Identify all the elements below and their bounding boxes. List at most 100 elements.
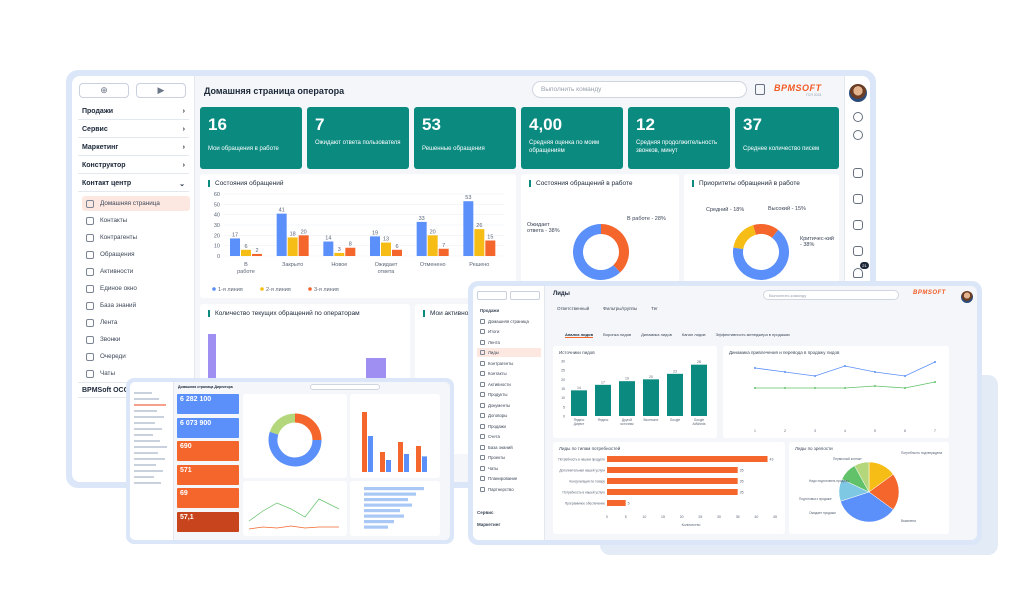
director-sidebar-item[interactable]: [134, 458, 165, 460]
director-kpi-tile[interactable]: 690: [177, 441, 239, 461]
sidebar-item-home[interactable]: Домашняя страница: [82, 196, 190, 211]
director-kpi-tile[interactable]: 571: [177, 464, 239, 485]
leads-group-marketing[interactable]: Маркетинг: [477, 522, 501, 527]
play-button[interactable]: ▶: [136, 83, 186, 98]
window-icon: [86, 284, 94, 293]
bell-icon[interactable]: [853, 268, 863, 278]
queue-icon: [86, 352, 94, 361]
leads-sidebar-item[interactable]: Чаты: [477, 464, 541, 473]
leads-play-button[interactable]: [510, 291, 540, 300]
layers-icon[interactable]: [853, 194, 863, 204]
tab-manager-efficiency[interactable]: Эффективность менеджера в продажах: [715, 332, 791, 337]
leads-sidebar-item[interactable]: Домашняя страница: [477, 317, 541, 326]
leads-sidebar-item[interactable]: Лента: [477, 338, 541, 347]
kpi-avg-rating[interactable]: 4,00 Средняя оценка по моим обращениям: [521, 107, 623, 169]
leads-sidebar-item[interactable]: Продажи: [477, 306, 541, 315]
kpi-my-cases[interactable]: 16 Мои обращения в работе: [200, 107, 302, 169]
kpi-waiting[interactable]: 7 Ожидают ответа пользователя: [307, 107, 409, 169]
sidebar-item-activities[interactable]: Активности: [82, 264, 190, 279]
director-sidebar-item[interactable]: [134, 434, 153, 436]
tab-lead-channel[interactable]: Канал лидов: [681, 332, 706, 337]
bar: [252, 253, 262, 256]
tab-lead-dynamics[interactable]: Динамика лидов: [641, 332, 672, 337]
director-sidebar-item[interactable]: [134, 482, 161, 484]
sidebar-group-marketing[interactable]: Маркетинг ›: [78, 140, 189, 156]
leads-add-button[interactable]: [477, 291, 507, 300]
kpi-avg-emails[interactable]: 37 Среднее количество писем: [735, 107, 839, 169]
director-kpi-tile[interactable]: 6 073 900: [177, 417, 239, 438]
director-command-input[interactable]: [310, 384, 380, 390]
menu-item-icon: [480, 423, 485, 429]
sidebar-item-feed[interactable]: Лента: [82, 315, 190, 330]
director-kpi-tile[interactable]: 6 282 100: [177, 394, 239, 414]
x-tick-label: 40: [754, 515, 758, 519]
sidebar-group-service[interactable]: Сервис ›: [78, 122, 189, 138]
help-icon[interactable]: [853, 130, 863, 140]
message-icon[interactable]: [853, 246, 863, 256]
sidebar-item-chats[interactable]: Чаты: [82, 366, 190, 381]
sidebar-item-queues[interactable]: Очереди: [82, 349, 190, 364]
director-sidebar-item[interactable]: [134, 392, 152, 394]
leads-avatar[interactable]: [961, 291, 973, 303]
tab-lead-analysis[interactable]: Анализ лидов: [565, 332, 594, 338]
director-sidebar-item[interactable]: [134, 464, 156, 466]
leads-sidebar-item[interactable]: Планирование: [477, 474, 541, 483]
gear-icon[interactable]: [853, 112, 863, 122]
priority-donut: [733, 224, 789, 280]
sidebar-item-single-window[interactable]: Единое окно: [82, 281, 190, 296]
kpi-solved[interactable]: 53 Решенные обращения: [414, 107, 516, 169]
director-sidebar-item[interactable]: [134, 476, 154, 478]
director-kpi-tile[interactable]: 57,1: [177, 511, 239, 532]
director-sidebar-item[interactable]: [134, 470, 163, 472]
sidebar-item-cases[interactable]: Обращения: [82, 247, 190, 262]
leads-sidebar-item[interactable]: Продажи: [477, 422, 541, 431]
leads-sidebar-label: Продукты: [488, 392, 508, 397]
director-sidebar-item[interactable]: [134, 428, 162, 430]
leads-sidebar-item[interactable]: Договоры: [477, 411, 541, 420]
tag-filter[interactable]: Тег: [651, 306, 658, 311]
donut-slice: [294, 439, 322, 467]
command-input[interactable]: Выполнить команду: [532, 81, 747, 98]
owner-filter[interactable]: Ответственный: [557, 306, 590, 311]
director-sidebar-item[interactable]: [134, 452, 158, 454]
sidebar-item-calls[interactable]: Звонки: [82, 332, 190, 347]
leads-sidebar-item[interactable]: База знаний: [477, 443, 541, 452]
director-kpi-tile[interactable]: 69: [177, 488, 239, 508]
leads-sidebar-item[interactable]: Счета: [477, 432, 541, 441]
groups-filter[interactable]: Фильтры/группы: [603, 306, 638, 311]
director-sidebar-item[interactable]: [134, 410, 157, 412]
avatar[interactable]: [849, 84, 867, 102]
sidebar-item-knowledge-base[interactable]: База знаний: [82, 298, 190, 313]
thumb-icon[interactable]: [853, 168, 863, 178]
run-icon[interactable]: [755, 84, 765, 95]
y-tick-label: Потребность в нашей услуге: [563, 491, 606, 495]
leads-sidebar-item[interactable]: Лиды: [477, 348, 541, 357]
director-sidebar-item[interactable]: [134, 446, 167, 448]
leads-group-service[interactable]: Сервис: [477, 510, 494, 515]
director-sidebar-item[interactable]: [134, 422, 155, 424]
leads-command-input[interactable]: Выполнить команду: [763, 290, 899, 300]
leads-sidebar-item[interactable]: Итоги: [477, 327, 541, 336]
director-sidebar-item[interactable]: [134, 398, 159, 400]
kpi-call-duration[interactable]: 12 Средняя продолжительность звонков, мин…: [628, 107, 730, 169]
leads-sidebar-item[interactable]: Партнерство: [477, 485, 541, 494]
add-button[interactable]: ⊕: [79, 83, 129, 98]
sidebar-group-sales[interactable]: Продажи ›: [78, 104, 189, 120]
leads-sidebar-item[interactable]: Контакты: [477, 369, 541, 378]
point: [934, 361, 936, 363]
director-sidebar-item[interactable]: [134, 440, 160, 442]
leads-sidebar-item[interactable]: Контрагенты: [477, 359, 541, 368]
director-sidebar-item[interactable]: [134, 416, 164, 418]
leads-sidebar-item[interactable]: Документы: [477, 401, 541, 410]
bar: [276, 213, 287, 256]
leads-sidebar-item[interactable]: Активности: [477, 380, 541, 389]
sidebar-item-contacts[interactable]: Контакты: [82, 213, 190, 228]
leads-sidebar-item[interactable]: Продукты: [477, 390, 541, 399]
tab-lead-funnel[interactable]: Воронка лидов: [603, 332, 632, 337]
sidebar-item-accounts[interactable]: Контрагенты: [82, 230, 190, 245]
sidebar-group-contact-center[interactable]: Контакт центр ⌄: [78, 176, 189, 192]
leads-sidebar-item[interactable]: Проекты: [477, 453, 541, 462]
director-sidebar-item[interactable]: [134, 404, 166, 406]
mail-icon[interactable]: [853, 220, 863, 230]
sidebar-group-constructor[interactable]: Конструктор ›: [78, 158, 189, 174]
